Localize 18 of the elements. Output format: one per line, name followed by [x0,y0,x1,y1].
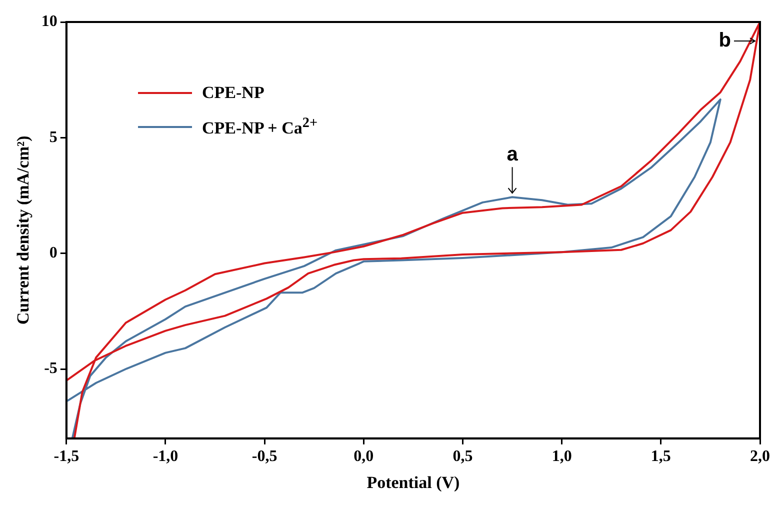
y-tick-label: 5 [49,128,58,146]
legend-label: CPE-NP [202,83,264,103]
x-tick-label: 1,0 [552,448,572,466]
legend-label: CPE-NP + Ca$^{2+}$ [202,115,318,139]
x-tick-label: 2,0 [750,448,770,466]
x-tick-label: 0,5 [452,448,473,466]
y-axis-title: Current density (mA/cm²) [14,136,33,325]
x-tick-label: 0,0 [354,448,374,466]
annotation: a [506,144,519,166]
x-tick-label: -1,5 [54,448,80,466]
y-tick-label: 0 [49,244,58,262]
x-axis-title: Potential (V) [366,473,460,492]
x-tick-label: -0,5 [252,448,278,466]
y-tick-label: -5 [44,360,58,378]
x-tick-label: 1,5 [650,448,671,466]
x-tick-label: -1,0 [152,448,178,466]
annotation: b [718,30,731,52]
y-tick-label: 10 [41,13,58,30]
